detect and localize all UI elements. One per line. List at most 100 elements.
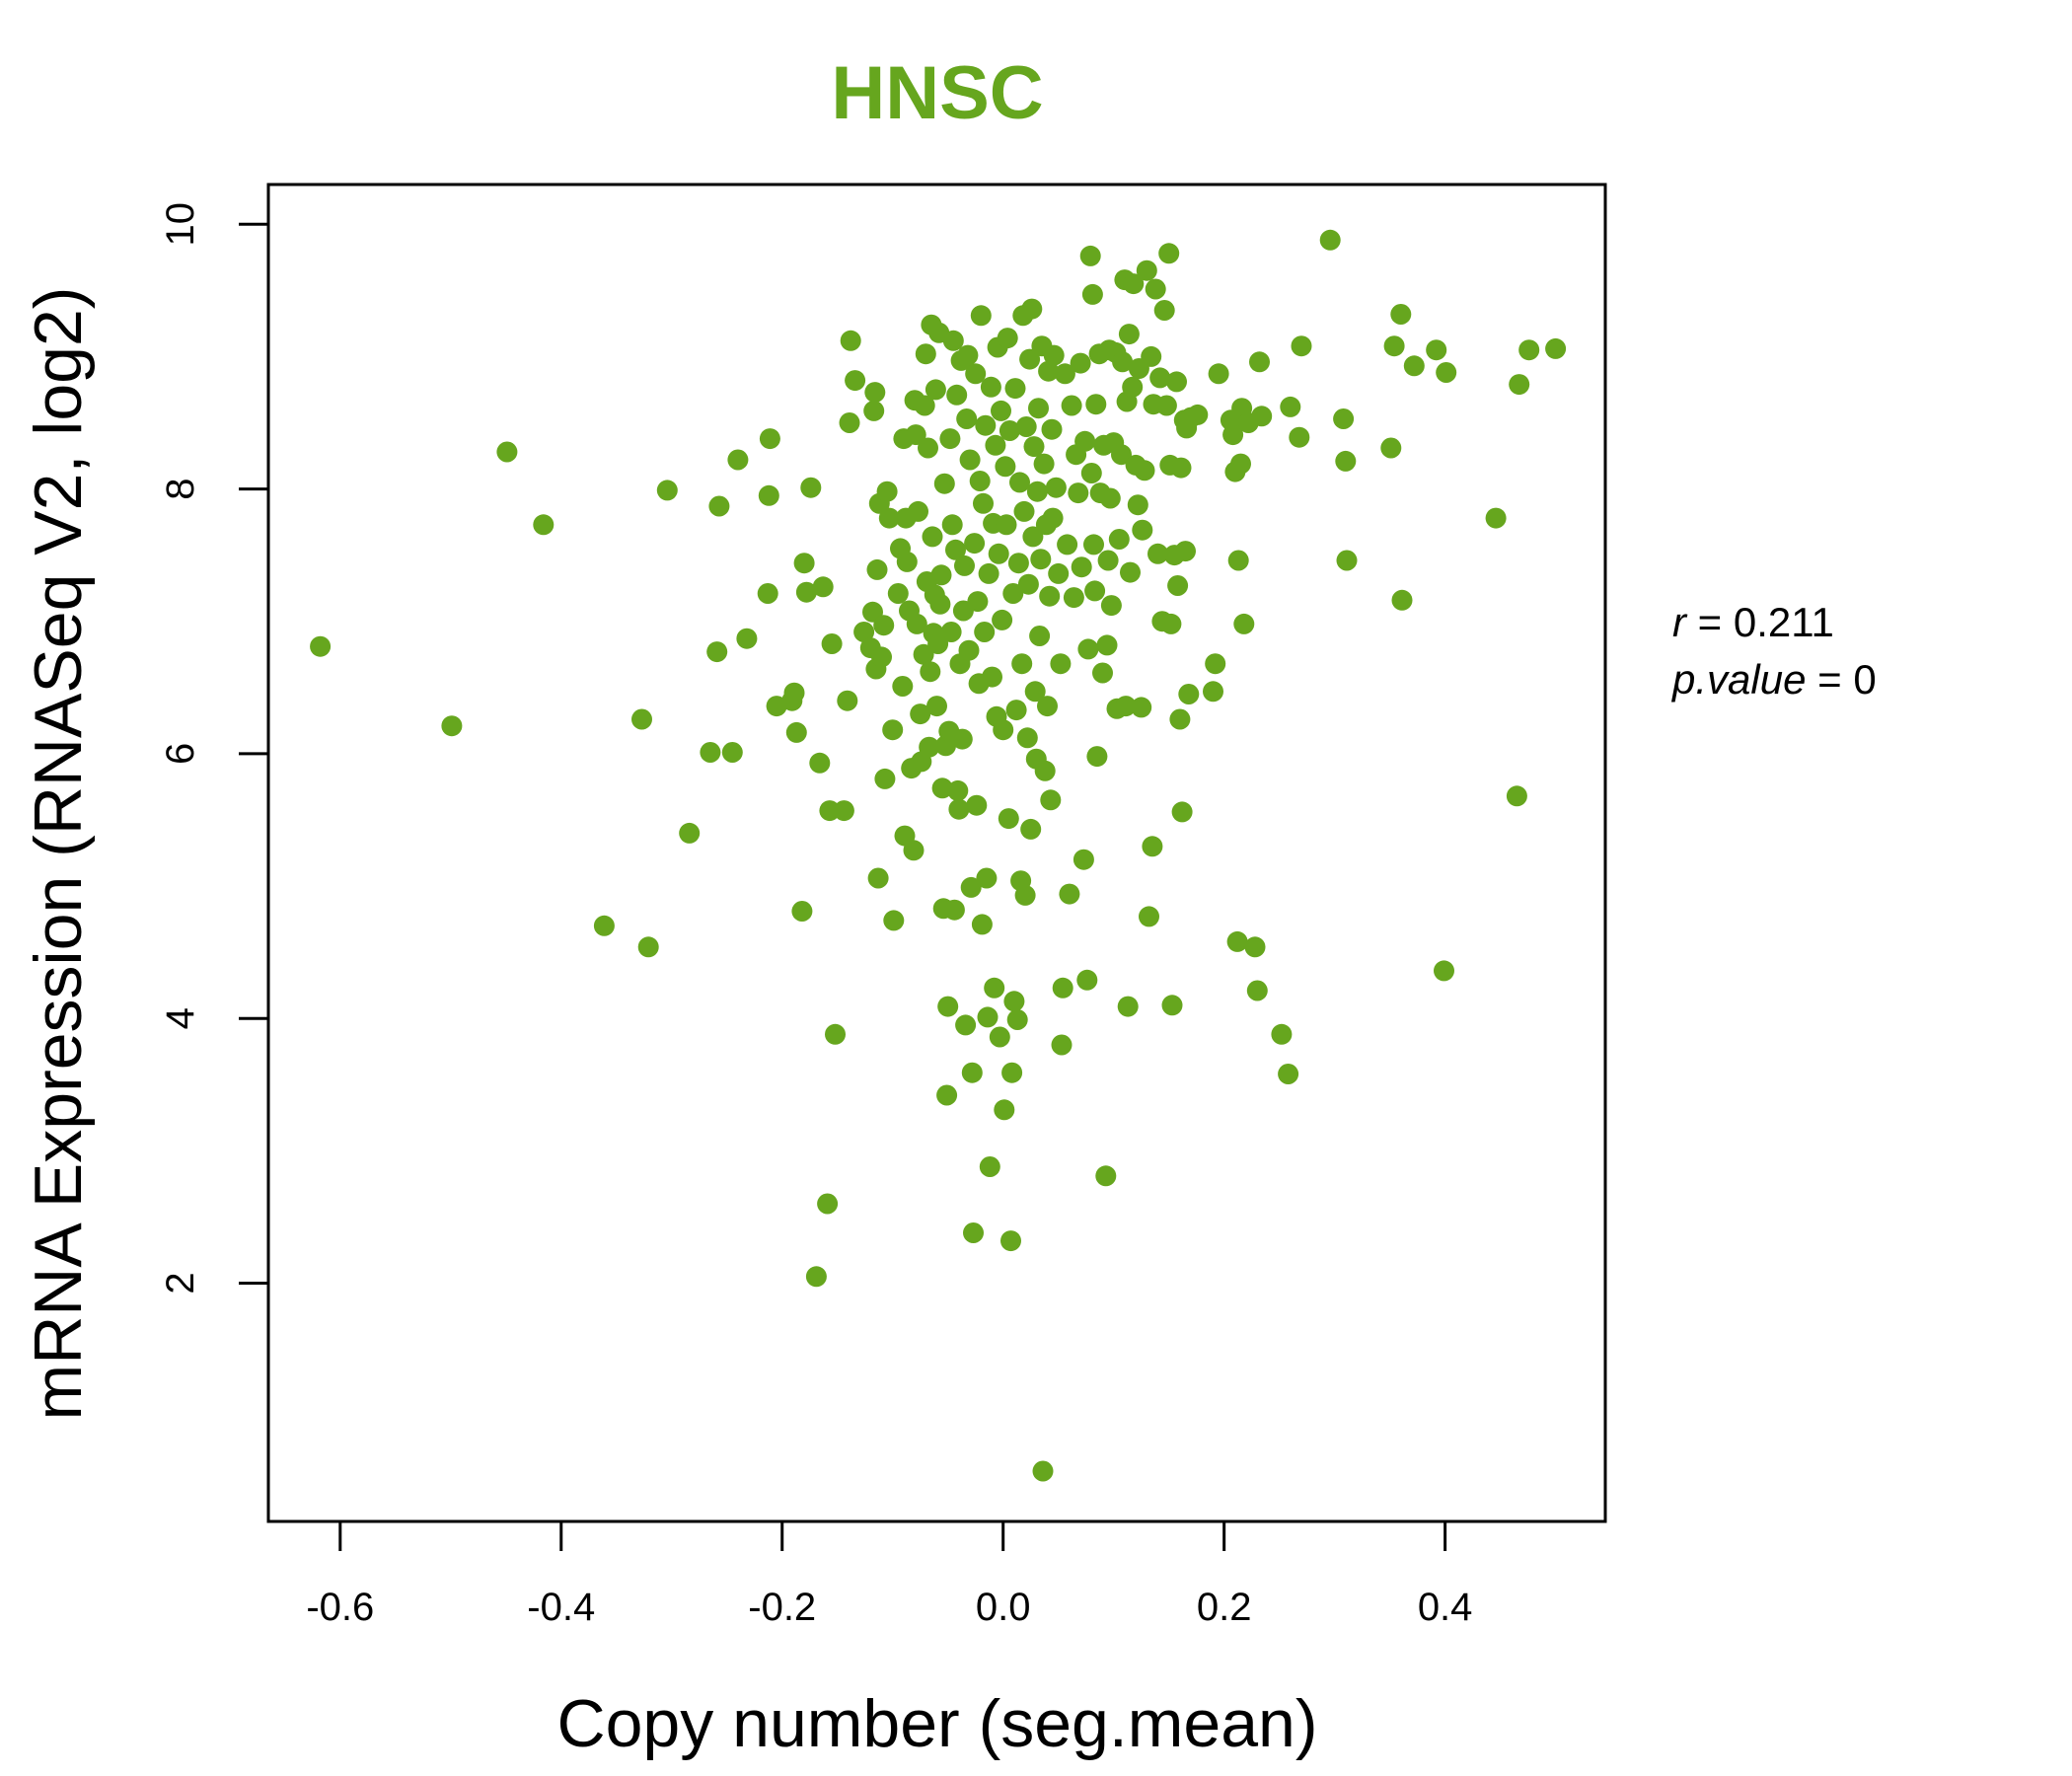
data-point [883, 910, 905, 931]
data-point [759, 428, 780, 450]
data-point [931, 777, 953, 799]
data-point [1390, 304, 1412, 325]
data-point [1161, 995, 1183, 1016]
data-point [1014, 884, 1036, 906]
data-point [906, 613, 927, 634]
data-point [1005, 700, 1027, 721]
data-point [1251, 406, 1273, 427]
data-point [1336, 550, 1358, 571]
data-point [1009, 472, 1030, 493]
data-point [1134, 460, 1155, 481]
data-point [1026, 481, 1048, 502]
data-point [727, 449, 749, 471]
data-point [887, 583, 909, 604]
data-point [700, 742, 721, 763]
data-point [793, 553, 815, 574]
data-point [1000, 1230, 1021, 1252]
data-point [947, 779, 969, 801]
data-point [1076, 969, 1098, 991]
data-point [1171, 801, 1193, 823]
data-point [1117, 996, 1139, 1017]
data-point [791, 901, 813, 922]
data-point [819, 800, 841, 822]
x-tick-label: -0.6 [306, 1586, 374, 1629]
data-point [817, 1193, 839, 1215]
data-point [1403, 355, 1425, 377]
data-point [867, 867, 889, 889]
data-point [758, 484, 779, 506]
data-point [985, 434, 1006, 456]
data-point [1006, 1009, 1028, 1030]
data-point [963, 1222, 984, 1243]
data-point [1040, 789, 1062, 811]
data-point [1052, 977, 1073, 999]
data-point [936, 1084, 958, 1106]
data-point [913, 643, 934, 665]
data-point [989, 1026, 1010, 1048]
x-tick-label: 0.2 [1197, 1586, 1252, 1629]
data-point [1175, 541, 1196, 562]
data-point [1289, 426, 1310, 448]
data-point [965, 363, 987, 385]
data-point [1002, 583, 1024, 604]
data-point [706, 641, 728, 663]
data-point [1048, 562, 1070, 584]
data-point [1083, 534, 1104, 555]
data-point [845, 370, 866, 392]
data-point [812, 576, 834, 598]
data-point [1037, 696, 1058, 717]
data-point [1203, 681, 1223, 703]
data-point [958, 639, 980, 661]
data-point [863, 400, 885, 421]
data-point [939, 428, 961, 450]
data-point [959, 449, 981, 471]
data-point [593, 915, 615, 936]
data-point [1158, 243, 1180, 264]
data-point [948, 798, 970, 820]
data-point [1383, 335, 1405, 357]
data-point [1045, 477, 1067, 498]
data-point [1120, 561, 1141, 583]
data-point [839, 412, 860, 433]
data-point [969, 471, 991, 491]
data-point [533, 514, 555, 536]
data-point [975, 414, 997, 436]
data-point [1147, 543, 1168, 564]
data-point [1039, 585, 1061, 607]
data-point [1024, 681, 1046, 703]
data-point [1170, 457, 1192, 479]
data-point [993, 719, 1014, 741]
x-axis: -0.6 -0.4 -0.2 0.0 0.2 0.4 [306, 1519, 1472, 1629]
data-point [736, 628, 758, 649]
data-point [942, 330, 964, 351]
data-point [926, 696, 947, 717]
data-point [1132, 519, 1153, 541]
data-point [874, 768, 896, 789]
data-point [1042, 507, 1064, 529]
data-point [809, 752, 831, 774]
data-point [951, 728, 973, 750]
data-point [1333, 408, 1355, 429]
data-point [1030, 549, 1052, 570]
data-point [914, 395, 935, 416]
data-point [1506, 785, 1527, 807]
data-point [783, 682, 805, 703]
data-point [878, 507, 900, 529]
data-point [310, 635, 332, 657]
data-point [1021, 298, 1043, 320]
data-point [1041, 418, 1063, 440]
data-point [1061, 395, 1082, 416]
data-point [1545, 337, 1567, 359]
data-point [941, 514, 963, 536]
data-point [1230, 453, 1251, 475]
data-point [721, 742, 743, 763]
data-point [1112, 351, 1134, 373]
data-point [925, 379, 946, 401]
data-point [1187, 404, 1209, 425]
data-point [656, 480, 678, 501]
y-tick-label: 10 [159, 202, 202, 247]
data-point [1097, 550, 1119, 571]
data-point [1100, 595, 1122, 617]
data-point [1145, 278, 1166, 300]
data-point [1051, 1034, 1073, 1056]
